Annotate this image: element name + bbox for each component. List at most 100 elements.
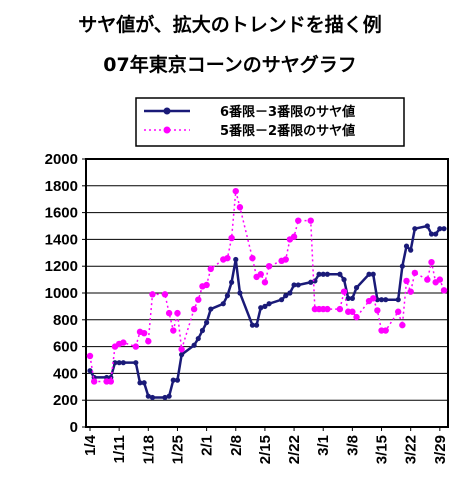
data-point	[170, 377, 176, 383]
data-point	[179, 352, 185, 358]
data-point	[349, 308, 356, 315]
data-point	[428, 231, 435, 237]
data-point	[341, 277, 347, 283]
data-point	[257, 271, 264, 278]
data-point	[224, 254, 231, 262]
chart-subtitle: 07年東京コーンのサヤグラフ	[103, 54, 357, 76]
data-point	[178, 346, 185, 353]
data-point	[403, 277, 410, 285]
data-point	[349, 295, 355, 301]
data-point	[112, 360, 118, 366]
data-point	[378, 297, 385, 303]
y-tick-label: 1600	[45, 205, 78, 222]
data-point	[399, 321, 406, 329]
data-point	[87, 368, 93, 374]
data-point	[258, 305, 264, 311]
data-point	[437, 226, 443, 232]
data-point	[191, 342, 197, 348]
x-tick-label: 3/22	[403, 435, 420, 464]
y-tick-label: 600	[53, 339, 78, 356]
data-point	[324, 271, 330, 277]
data-point	[394, 308, 402, 315]
data-point	[278, 297, 285, 303]
data-point	[208, 306, 214, 312]
data-point	[440, 287, 448, 294]
data-point	[140, 330, 148, 337]
data-point	[337, 271, 343, 277]
data-point	[220, 301, 226, 307]
data-point	[166, 393, 172, 399]
data-point	[433, 231, 439, 237]
x-tick-label: 1/11	[111, 435, 128, 463]
x-tick-label: 2/22	[286, 435, 303, 464]
chart-title: サヤ値が、拡大のトレンドを描く例	[78, 14, 382, 36]
data-point	[145, 338, 152, 345]
x-tick-label: 1/25	[169, 435, 186, 464]
data-point	[290, 233, 298, 240]
grid-lines	[86, 185, 448, 401]
legend-label-1: 6番限－3番限のサヤ値	[220, 104, 355, 120]
data-point	[399, 263, 405, 269]
data-point	[107, 378, 115, 385]
data-point	[232, 187, 239, 195]
series-group	[86, 187, 448, 401]
data-point	[316, 271, 322, 277]
y-tick-label: 200	[53, 392, 78, 409]
series-line-2	[89, 190, 445, 383]
data-point	[90, 378, 98, 385]
data-point	[428, 258, 435, 266]
data-point	[253, 322, 260, 328]
data-point	[120, 339, 127, 346]
data-point	[174, 309, 181, 317]
data-point	[382, 327, 389, 334]
data-point	[370, 271, 376, 277]
data-point	[132, 343, 140, 350]
data-point	[137, 380, 143, 386]
data-point	[224, 293, 231, 299]
data-point	[291, 282, 297, 288]
y-axis-ticks: 0 200 400 600 800 1000 1200 1400 1600 1800 2000	[45, 151, 86, 436]
y-tick-label: 0	[70, 419, 78, 436]
data-point	[229, 279, 235, 285]
data-point	[161, 291, 169, 298]
data-point	[408, 247, 414, 253]
data-point	[120, 360, 126, 366]
data-point	[307, 217, 314, 224]
data-point	[162, 394, 168, 401]
data-point	[236, 204, 244, 211]
data-point	[287, 290, 293, 296]
data-point	[145, 393, 151, 399]
data-point	[424, 223, 430, 229]
data-point	[282, 256, 289, 263]
legend-marker-2	[163, 126, 171, 134]
legend-marker-1	[163, 107, 171, 115]
x-tick-label: 3/15	[374, 435, 391, 464]
data-point	[233, 256, 239, 263]
data-point	[149, 291, 156, 298]
data-point	[353, 285, 360, 291]
y-tick-label: 2000	[45, 151, 78, 168]
data-point	[424, 276, 431, 283]
data-point	[336, 305, 344, 313]
x-tick-label: 3/1	[315, 435, 332, 456]
x-tick-label: 3/29	[432, 435, 449, 464]
y-tick-label: 1200	[45, 258, 78, 275]
data-point	[308, 279, 314, 285]
data-point	[261, 279, 269, 286]
data-point	[266, 301, 272, 307]
data-point	[407, 288, 414, 295]
data-point	[199, 327, 206, 334]
data-point	[436, 276, 444, 283]
y-tick-label: 1000	[45, 285, 78, 302]
data-point	[190, 305, 198, 313]
data-point	[249, 322, 256, 328]
data-point	[295, 282, 301, 288]
x-axis-ticks: 1/4 1/11 1/18 1/25 2/1 2/8 2/15 2/22 3/1 3/8 3/15 3…	[82, 427, 449, 464]
data-point	[195, 296, 202, 303]
data-point	[86, 352, 94, 360]
data-point	[203, 281, 210, 289]
y-tick-label: 1800	[45, 178, 78, 195]
x-tick-label: 3/8	[344, 435, 361, 456]
data-point	[116, 360, 122, 366]
data-point	[165, 309, 173, 317]
